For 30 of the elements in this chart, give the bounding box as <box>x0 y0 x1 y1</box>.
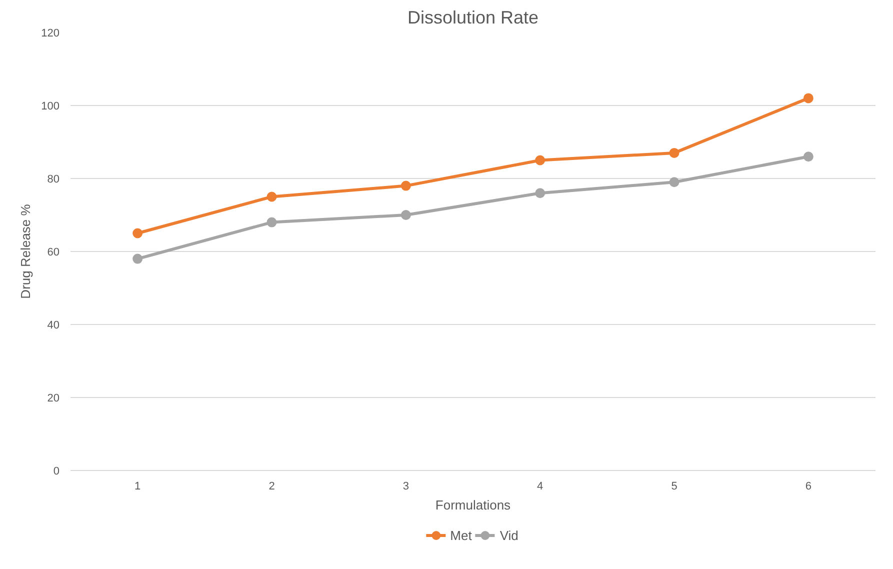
legend-label: Vid <box>500 528 520 542</box>
point <box>132 228 143 238</box>
x-axis-title: Formulations <box>435 498 512 512</box>
y-tick-label: 0 <box>53 466 60 478</box>
x-tick-label: 6 <box>805 480 812 492</box>
point <box>535 155 546 166</box>
point <box>132 254 143 264</box>
x-tick-label: 1 <box>134 480 141 492</box>
y-tick-label: 60 <box>47 246 60 258</box>
x-tick-label: 4 <box>537 480 544 492</box>
point <box>669 177 680 188</box>
y-tick-label: 120 <box>41 28 60 40</box>
point <box>669 148 680 158</box>
x-tick-label: 5 <box>671 480 678 492</box>
point <box>803 93 814 104</box>
point <box>803 152 814 162</box>
y-axis-title: Drug Release % <box>18 204 34 299</box>
point <box>400 180 411 191</box>
y-tick-label: 80 <box>47 174 60 186</box>
point <box>266 217 277 228</box>
point <box>535 188 546 198</box>
y-tick-label: 100 <box>41 100 60 112</box>
x-tick-label: 3 <box>402 480 409 492</box>
y-tick-label: 20 <box>47 392 60 404</box>
y-tick-label: 40 <box>47 320 60 332</box>
x-tick-label: 2 <box>268 480 275 492</box>
point <box>266 192 277 202</box>
chart-title: Dissolution Rate <box>407 8 539 28</box>
legend-label: Met <box>450 528 472 542</box>
point <box>400 210 411 220</box>
